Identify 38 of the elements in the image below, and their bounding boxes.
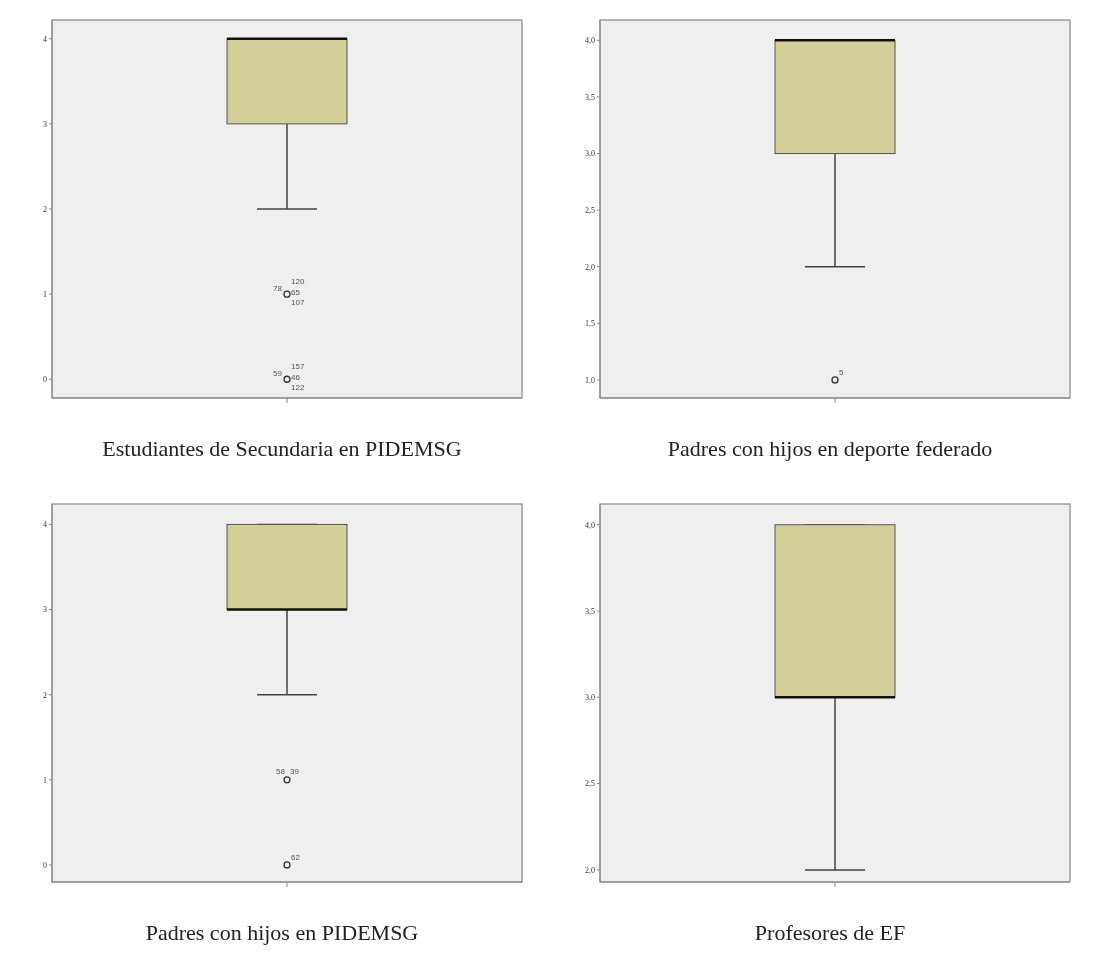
- y-tick-label: 2,0: [585, 262, 595, 272]
- x-axis-title: Profesores de EF: [754, 920, 906, 946]
- annotation: 107: [291, 298, 305, 308]
- y-tick-label: 1,5: [585, 319, 595, 329]
- annotation: 78: [273, 284, 283, 294]
- annotation: 62: [291, 852, 301, 862]
- y-tick-label: 2: [43, 204, 47, 214]
- y-tick-label: 1: [43, 775, 47, 785]
- x-axis-title: Estudiantes de Secundaria en PIDEMSG: [102, 436, 462, 462]
- y-tick-label: 3,0: [585, 149, 595, 159]
- y-tick-label: 4: [43, 520, 47, 530]
- annotation: 120: [291, 277, 305, 287]
- annotation: 5: [839, 367, 844, 377]
- x-axis-title: Padres con hijos en PIDEMSG: [145, 920, 419, 946]
- y-tick-label: 4: [43, 34, 47, 44]
- y-tick-label: 0: [43, 375, 47, 385]
- y-tick-label: 2: [43, 690, 47, 700]
- y-tick-label: 2,5: [585, 205, 595, 215]
- x-axis-title: Padres con hijos en deporte federado: [667, 436, 993, 462]
- annotation: 58: [276, 766, 286, 776]
- annotation: 122: [291, 383, 305, 393]
- annotation: 39: [290, 766, 300, 776]
- y-tick-label: 3,5: [585, 92, 595, 102]
- y-tick-label: 2,5: [585, 779, 595, 789]
- y-tick-label: 2,0: [585, 865, 595, 875]
- y-tick-label: 3,5: [585, 606, 595, 616]
- y-tick-label: 4,0: [585, 520, 595, 530]
- y-tick-label: 1,0: [585, 375, 595, 385]
- y-tick-label: 1: [43, 289, 47, 299]
- y-tick-label: 4,0: [585, 36, 595, 46]
- annotation: 157: [291, 362, 305, 372]
- annotation: 59: [273, 369, 283, 379]
- y-tick-label: 3: [43, 605, 47, 615]
- y-tick-label: 3,0: [585, 693, 595, 703]
- annotation: 65: [291, 288, 301, 298]
- y-tick-label: 0: [43, 860, 47, 870]
- y-tick-label: 3: [43, 119, 47, 129]
- annotation: 46: [291, 373, 301, 383]
